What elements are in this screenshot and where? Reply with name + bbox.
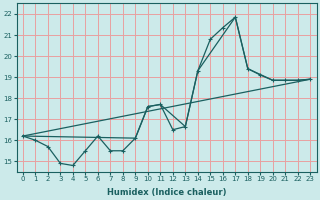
X-axis label: Humidex (Indice chaleur): Humidex (Indice chaleur) [107,188,226,197]
